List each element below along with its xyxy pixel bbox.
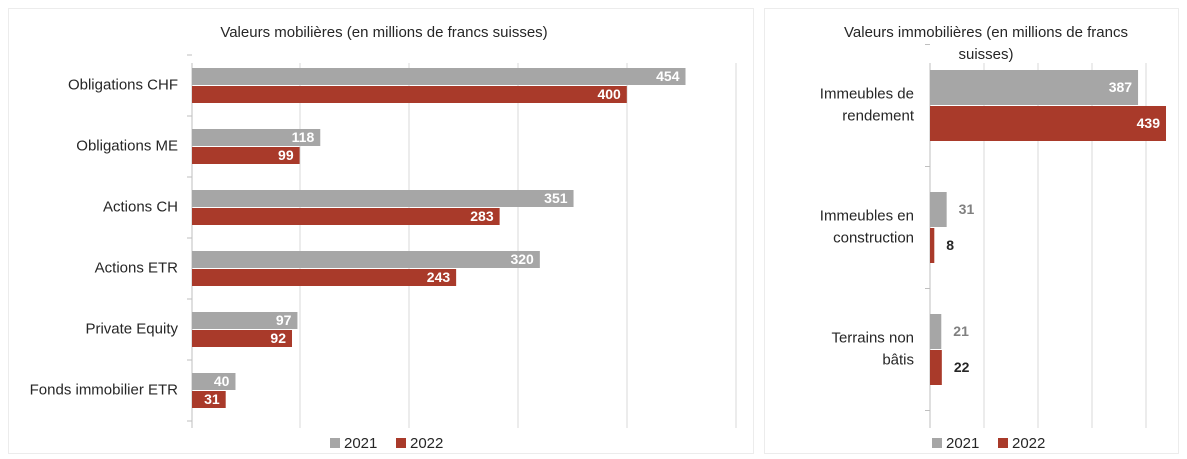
data-label-imm-2022-2: 22 [954,359,970,375]
category-label-imm-0: Immeubles de rendement [820,85,915,124]
bar-mob-2022-2 [192,208,500,225]
legend-swatch-mob-2021 [330,438,340,448]
bar-mob-2022-4 [192,330,293,347]
category-label-mob-0: Obligations CHF [68,76,178,93]
data-label-mob-2021-3: 320 [510,251,534,267]
bar-mob-2022-3 [192,269,457,286]
bar-mob-2021-3 [192,251,540,268]
data-label-imm-2022-1: 8 [946,237,954,253]
data-label-imm-2021-1: 31 [959,201,975,217]
bar-mob-2022-0 [192,86,627,103]
category-label-mob-2: Actions CH [103,198,178,215]
data-label-mob-2021-2: 351 [544,190,568,206]
data-label-mob-2021-1: 118 [292,129,315,145]
bar-imm-2021-0 [930,70,1139,105]
legend-swatch-mob-2022 [396,438,406,448]
bar-imm-2022-1 [930,228,935,263]
bar-mob-2021-5 [192,373,236,390]
category-label-mob-5: Fonds immobilier ETR [30,381,179,398]
legend-label-mob-2022: 2022 [410,435,443,452]
data-label-mob-2022-0: 400 [597,86,621,102]
legend-label-mob-2021: 2021 [344,435,377,452]
legend-label-imm-2021: 2021 [946,435,979,452]
data-label-imm-2021-2: 21 [953,323,969,339]
data-label-mob-2021-4: 97 [276,312,292,328]
bar-imm-2022-0 [930,106,1167,141]
data-label-imm-2022-0: 439 [1137,115,1161,131]
bar-mob-2021-0 [192,68,686,85]
data-label-mob-2022-4: 92 [270,330,286,346]
category-label-mob-4: Private Equity [85,320,178,337]
legend-swatch-imm-2022 [998,438,1008,448]
data-label-imm-2021-0: 387 [1109,79,1133,95]
bar-imm-2022-2 [930,350,942,385]
bar-mob-2022-1 [192,147,300,164]
chart-title-imm: Valeurs immobilières (en millions de fra… [844,24,1128,63]
legend-label-imm-2022: 2022 [1012,435,1045,452]
bar-imm-2021-2 [930,314,942,349]
data-label-mob-2022-5: 31 [204,391,220,407]
category-label-mob-1: Obligations ME [76,137,178,154]
category-label-imm-1: Immeubles en construction [820,207,914,246]
legend-swatch-imm-2021 [932,438,942,448]
chart-title-mob: Valeurs mobilières (en millions de franc… [220,24,547,41]
bar-mob-2021-1 [192,129,321,146]
data-label-mob-2021-0: 454 [656,68,680,84]
data-label-mob-2022-2: 283 [470,208,494,224]
category-label-imm-2: Terrains non bâtis [831,329,914,368]
bar-mob-2021-4 [192,312,298,329]
data-label-mob-2022-1: 99 [278,147,294,163]
data-label-mob-2021-5: 40 [214,373,230,389]
bar-mob-2022-5 [192,391,226,408]
bar-imm-2021-1 [930,192,947,227]
data-label-mob-2022-3: 243 [427,269,451,285]
category-label-mob-3: Actions ETR [95,259,179,276]
bar-mob-2021-2 [192,190,574,207]
